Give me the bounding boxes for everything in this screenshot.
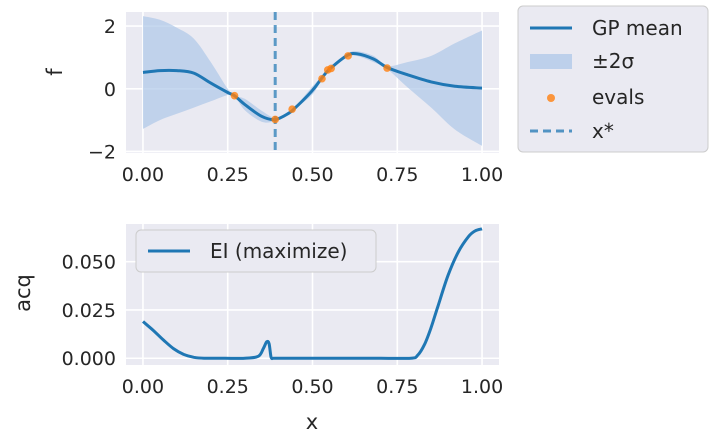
- eval-point: [383, 64, 391, 72]
- x-tick-label: 0.00: [122, 164, 164, 186]
- bottom-x-axis-label: x: [306, 410, 318, 434]
- top-legend-box: [517, 5, 709, 153]
- top-y-tick-labels: −2 0 2: [88, 16, 116, 163]
- x-tick-label: 1.00: [461, 164, 503, 186]
- eval-point: [288, 105, 296, 113]
- x-tick-label: 0.25: [207, 376, 249, 398]
- bottom-y-axis-label: acq: [11, 274, 35, 312]
- eval-point: [344, 52, 352, 60]
- legend-sigma-swatch: [530, 54, 572, 69]
- top-y-axis-label: f: [43, 68, 67, 76]
- x-tick-label: 0.75: [376, 376, 418, 398]
- x-tick-label: 0.00: [122, 376, 164, 398]
- legend-sigma-label: ±2σ: [592, 49, 634, 73]
- eval-point: [318, 74, 326, 83]
- bottom-lines-layer: [141, 227, 483, 361]
- evals-layer: [230, 52, 391, 124]
- x-tick-label: 0.50: [291, 376, 333, 398]
- bottom-legend: EI (maximize): [135, 229, 377, 273]
- y-tick-label: 2: [104, 16, 116, 38]
- sigma-band: [143, 16, 482, 146]
- bottom-legend-box: [135, 229, 377, 273]
- top-x-tick-labels: 0.00 0.25 0.50 0.75 1.00: [122, 164, 503, 186]
- x-tick-label: 1.00: [461, 376, 503, 398]
- legend-gp-mean-label: GP mean: [592, 16, 683, 40]
- y-tick-label: 0.000: [62, 348, 116, 370]
- y-tick-label: 0.050: [62, 252, 116, 274]
- eval-point: [327, 64, 335, 73]
- x-tick-label: 0.50: [291, 164, 333, 186]
- y-tick-label: 0: [104, 79, 116, 101]
- legend-evals-label: evals: [592, 85, 644, 109]
- y-tick-label: −2: [88, 141, 116, 163]
- x-tick-label: 0.75: [376, 164, 418, 186]
- bottom-x-tick-labels: 0.00 0.25 0.50 0.75 1.00: [122, 376, 503, 398]
- ei-line: [141, 227, 483, 361]
- top-legend: GP mean ±2σ evals x*: [517, 5, 709, 153]
- eval-point: [271, 115, 280, 124]
- eval-point: [230, 91, 239, 100]
- legend-evals-swatch: [547, 94, 555, 102]
- x-tick-label: 0.25: [207, 164, 249, 186]
- bottom-panel: 0.00 0.25 0.50 0.75 1.00 0.000 0.025 0.050 acq…: [11, 224, 503, 434]
- sigma-band-layer: [143, 16, 482, 146]
- legend-xstar-label: x*: [592, 119, 614, 143]
- y-tick-label: 0.025: [62, 300, 116, 322]
- legend-ei-label: EI (maximize): [210, 239, 347, 263]
- bottom-y-tick-labels: 0.000 0.025 0.050: [62, 252, 116, 371]
- top-panel: 0.00 0.25 0.50 0.75 1.00 −2 0 2 f: [43, 12, 503, 186]
